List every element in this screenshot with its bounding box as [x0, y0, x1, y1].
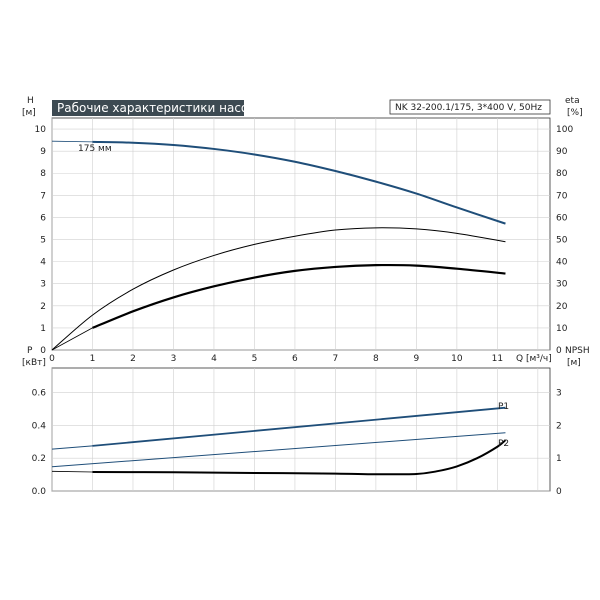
right-tick-label: 30 — [556, 280, 568, 290]
curve-label-p1: P1 — [498, 402, 509, 412]
series-line-2 — [92, 263, 506, 329]
left-axis-unit: [кВт] — [22, 358, 46, 368]
right-axis-label: eta — [565, 96, 580, 106]
series-line-3 — [92, 439, 507, 476]
eta-curve-start — [51, 327, 93, 351]
left-tick-label: 1 — [40, 324, 46, 334]
left-tick-label: 0.2 — [32, 454, 46, 464]
chart-title: Рабочие характеристики насоса — [57, 101, 262, 115]
left-tick-label: 4 — [40, 258, 46, 268]
left-tick-label: 2 — [40, 302, 46, 312]
right-axis-label: NPSH — [565, 346, 590, 356]
right-tick-label: 0 — [556, 346, 562, 356]
left-tick-label: 9 — [40, 147, 46, 157]
left-tick-label: 0.4 — [32, 421, 47, 431]
x-tick-label: 5 — [252, 354, 258, 364]
right-tick-label: 70 — [556, 191, 568, 201]
series-line-0 — [92, 140, 506, 225]
x-tick-label: 9 — [414, 354, 420, 364]
x-tick-label: 11 — [492, 354, 503, 364]
x-tick-label: 0 — [49, 354, 55, 364]
x-tick-label: 7 — [333, 354, 339, 364]
x-axis-label: Q [м³/ч] — [516, 354, 552, 364]
curve-label-175: 175 мм — [78, 144, 112, 154]
series-line-4 — [51, 470, 93, 473]
left-axis-label: P — [27, 346, 33, 356]
lower-chart: 0.0 0.2 0.4 0.6 0 1 2 3 P [кВт] NPSH [м] P1 P2 — [22, 346, 590, 497]
left-tick-label: 0 — [40, 346, 46, 356]
right-tick-label: 20 — [556, 302, 568, 312]
x-tick-label: 3 — [171, 354, 177, 364]
left-tick-label: 10 — [35, 125, 47, 135]
x-tick-label: 6 — [292, 354, 298, 364]
curve-label-p2: P2 — [498, 439, 509, 449]
series-line-2 — [51, 432, 506, 468]
x-tick-label: 1 — [90, 354, 96, 364]
x-tick-label: 10 — [451, 354, 463, 364]
right-tick-label: 90 — [556, 147, 568, 157]
right-tick-label: 1 — [556, 454, 562, 464]
x-tick-label: 2 — [130, 354, 136, 364]
plot-frame — [51, 117, 551, 351]
right-tick-label: 2 — [556, 421, 562, 431]
model-label: NK 32-200.1/175, 3*400 V, 50Hz — [395, 103, 542, 113]
left-tick-label: 5 — [40, 236, 46, 246]
right-tick-label: 3 — [556, 389, 562, 399]
left-axis-label: H — [27, 96, 34, 106]
right-axis-unit: [м] — [567, 358, 581, 368]
right-tick-label: 80 — [556, 169, 568, 179]
right-tick-label: 40 — [556, 258, 568, 268]
right-tick-label: 50 — [556, 236, 568, 246]
left-tick-label: 0.6 — [32, 389, 47, 399]
left-tick-label: 3 — [40, 280, 46, 290]
left-axis-unit: [м] — [22, 108, 36, 118]
plot-frame — [51, 367, 551, 492]
title-box — [52, 100, 244, 116]
head-curve-start — [51, 140, 93, 143]
right-tick-label: 60 — [556, 213, 568, 223]
left-tick-label: 6 — [40, 213, 46, 223]
x-tick-label: 8 — [373, 354, 379, 364]
right-axis-unit: [%] — [567, 108, 583, 118]
left-tick-label: 8 — [40, 169, 46, 179]
right-tick-label: 10 — [556, 324, 568, 334]
right-tick-label: 100 — [556, 125, 573, 135]
series-line-0 — [92, 406, 506, 447]
series-line-1 — [51, 445, 93, 450]
left-tick-label: 7 — [40, 191, 46, 201]
left-tick-label: 0.0 — [32, 487, 47, 497]
x-tick-label: 4 — [211, 354, 217, 364]
series-line-1 — [51, 227, 506, 351]
model-box — [389, 99, 551, 115]
right-tick-label: 0 — [556, 487, 562, 497]
chart-titles: Рабочие характеристики насоса NK 32-200.… — [52, 99, 551, 116]
